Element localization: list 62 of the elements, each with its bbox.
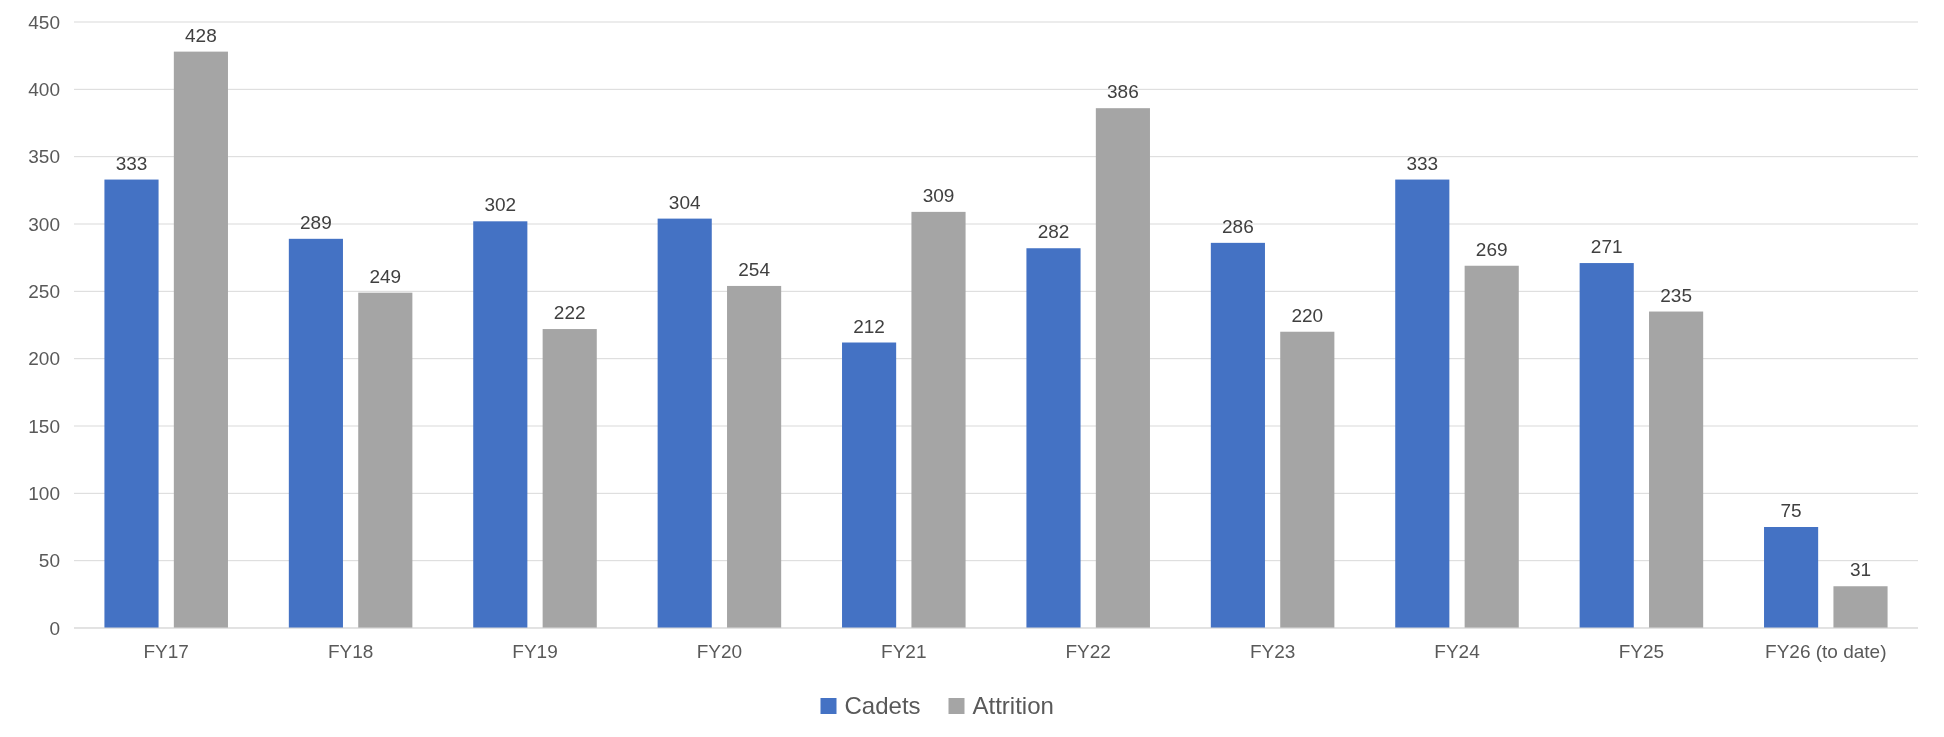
bar <box>1395 179 1450 628</box>
bar <box>842 342 897 628</box>
legend-label: Cadets <box>844 692 921 720</box>
y-tick-label: 100 <box>28 482 60 504</box>
data-label: 282 <box>1037 221 1070 243</box>
bar <box>911 211 966 628</box>
data-label: 304 <box>668 191 701 213</box>
y-tick-label: 200 <box>28 348 60 370</box>
data-label: 249 <box>369 265 402 287</box>
y-tick-label: 50 <box>38 550 60 572</box>
x-tick-label: FY26 (to date) <box>1765 641 1887 662</box>
data-label: 309 <box>922 184 955 206</box>
legend-label: Attrition <box>972 692 1054 720</box>
data-label: 333 <box>115 152 148 174</box>
data-label: 271 <box>1590 236 1623 258</box>
bar <box>727 285 782 628</box>
bar <box>1579 263 1634 628</box>
y-tick-label: 150 <box>28 415 60 437</box>
bar <box>1095 108 1150 628</box>
bar <box>657 218 712 628</box>
bar <box>473 221 528 628</box>
bar <box>104 179 159 628</box>
data-label: 286 <box>1222 215 1254 237</box>
bar <box>1764 527 1819 628</box>
bar <box>1210 242 1265 628</box>
data-label: 220 <box>1291 304 1324 326</box>
data-label: 428 <box>185 24 217 46</box>
data-label: 235 <box>1660 284 1692 306</box>
y-tick-label: 350 <box>28 146 60 168</box>
bar <box>173 51 228 628</box>
x-tick-label: FY24 <box>1434 641 1481 662</box>
y-tick-label: 300 <box>28 213 60 235</box>
bar <box>288 238 343 628</box>
x-tick-label: FY25 <box>1618 641 1665 662</box>
y-tick-label: 400 <box>28 78 60 100</box>
bar <box>1026 248 1081 628</box>
x-tick-label: FY17 <box>143 641 189 662</box>
bar <box>542 329 597 628</box>
data-label: 333 <box>1406 152 1439 174</box>
y-tick-label: 250 <box>28 280 60 302</box>
x-tick-label: FY18 <box>327 641 374 662</box>
x-tick-label: FY20 <box>696 641 743 662</box>
bar <box>358 292 413 628</box>
x-tick-label: FY19 <box>512 641 558 662</box>
data-label: 254 <box>738 258 771 280</box>
bar <box>1649 311 1704 628</box>
bar <box>1280 331 1335 628</box>
data-label: 212 <box>853 315 885 337</box>
data-label: 302 <box>484 194 517 216</box>
data-label: 31 <box>1849 559 1872 581</box>
x-tick-label: FY23 <box>1249 641 1296 662</box>
x-tick-label: FY21 <box>881 641 927 662</box>
x-tick-label: FY22 <box>1065 641 1111 662</box>
data-label: 269 <box>1475 238 1508 260</box>
data-label: 386 <box>1107 81 1139 103</box>
bar <box>1833 586 1888 628</box>
data-label: 289 <box>300 211 332 233</box>
bar <box>1464 265 1519 628</box>
y-tick-label: 0 <box>49 617 60 639</box>
y-tick-label: 450 <box>28 11 60 33</box>
data-label: 75 <box>1780 500 1802 521</box>
data-label: 222 <box>553 302 586 324</box>
